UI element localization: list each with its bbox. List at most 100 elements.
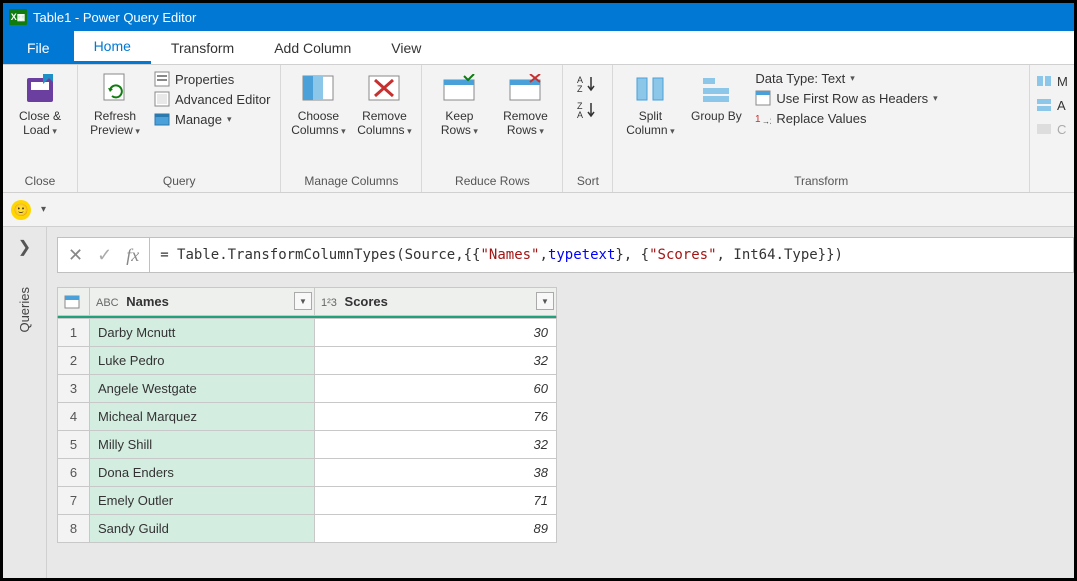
table-row[interactable]: 4Micheal Marquez76 [58,403,557,431]
queries-pane: ❯ Queries [3,227,47,578]
cell-score[interactable]: 32 [315,431,557,459]
data-table: ABC Names ▼ 1²3 Scores ▼ 1Darby Mcnutt30… [57,287,557,543]
cell-name[interactable]: Darby Mcnutt [90,319,315,347]
tab-home[interactable]: Home [74,31,151,64]
rownum-header[interactable] [58,288,90,316]
tab-transform[interactable]: Transform [151,31,254,64]
queries-label: Queries [17,287,32,333]
col1-filter-button[interactable]: ▼ [294,292,312,310]
group-label-transform: Transform [619,172,1023,190]
remove-rows-label: Remove Rows [496,109,554,137]
choose-columns-icon [300,71,336,107]
cell-name[interactable]: Dona Enders [90,459,315,487]
group-label-sort: Sort [569,172,606,190]
refresh-preview-button[interactable]: Refresh Preview [84,69,146,139]
cell-score[interactable]: 71 [315,487,557,515]
cell-name[interactable]: Milly Shill [90,431,315,459]
cell-score[interactable]: 89 [315,515,557,543]
svg-text:A: A [577,110,583,119]
cell-score[interactable]: 38 [315,459,557,487]
sort-desc-button[interactable]: ZA [577,101,599,119]
group-by-button[interactable]: Group By [685,69,747,125]
col2-filter-button[interactable]: ▼ [536,292,554,310]
formula-input[interactable]: = Table.TransformColumnTypes(Source,{{"N… [150,237,1074,273]
tab-add-column[interactable]: Add Column [254,31,371,64]
col2-name: Scores [345,294,388,309]
ribbon-group-manage-columns: Choose Columns Remove Columns Manage Col… [281,65,422,192]
split-column-button[interactable]: Split Column [619,69,681,139]
formula-bar-buttons: ✕ ✓ fx [57,237,150,273]
expand-queries-button[interactable]: ❯ [18,237,31,257]
row-number: 1 [58,319,90,347]
row-number: 4 [58,403,90,431]
table-row[interactable]: 7Emely Outler71 [58,487,557,515]
group-by-label: Group By [691,109,742,123]
window-title: Table1 - Power Query Editor [33,10,196,25]
table-row[interactable]: 5Milly Shill32 [58,431,557,459]
replace-values-label: Replace Values [776,111,866,126]
ribbon-tabs: File Home Transform Add Column View [3,31,1074,65]
col1-type-icon: ABC [96,297,119,309]
remove-columns-icon [366,71,402,107]
cell-name[interactable]: Angele Westgate [90,375,315,403]
formula-cancel-button[interactable]: ✕ [68,245,83,266]
row-number: 2 [58,347,90,375]
row-number: 7 [58,487,90,515]
cell-score[interactable]: 60 [315,375,557,403]
formula-accept-button[interactable]: ✓ [97,245,112,266]
first-row-headers-button[interactable]: Use First Row as Headers [755,90,937,106]
split-column-icon [632,71,668,107]
cell-score[interactable]: 32 [315,347,557,375]
formula-bar: ✕ ✓ fx = Table.TransformColumnTypes(Sour… [57,237,1074,273]
cell-name[interactable]: Luke Pedro [90,347,315,375]
table-row[interactable]: 3Angele Westgate60 [58,375,557,403]
cell-name[interactable]: Emely Outler [90,487,315,515]
cell-score[interactable]: 76 [315,403,557,431]
keep-rows-button[interactable]: Keep Rows [428,69,490,139]
ribbon-right-a[interactable]: A [1036,97,1066,113]
quick-access-bar: 🙂 ▾ [3,193,1074,227]
col1-name: Names [126,294,169,309]
keep-rows-label: Keep Rows [430,109,488,137]
data-type-button[interactable]: Data Type: Text [755,71,937,86]
properties-button[interactable]: Properties [154,71,270,87]
remove-columns-button[interactable]: Remove Columns [353,69,415,139]
column-header-names[interactable]: ABC Names ▼ [90,288,315,316]
cell-score[interactable]: 30 [315,319,557,347]
refresh-icon [97,71,133,107]
table-row[interactable]: 8Sandy Guild89 [58,515,557,543]
table-row[interactable]: 2Luke Pedro32 [58,347,557,375]
table-row[interactable]: 1Darby Mcnutt30 [58,319,557,347]
cell-name[interactable]: Sandy Guild [90,515,315,543]
headers-icon [755,90,771,106]
tab-view[interactable]: View [371,31,441,64]
column-header-scores[interactable]: 1²3 Scores ▼ [315,288,557,316]
smile-icon[interactable]: 🙂 [11,200,31,220]
quick-dropdown[interactable]: ▾ [41,204,46,215]
remove-rows-button[interactable]: Remove Rows [494,69,556,139]
replace-values-button[interactable]: 1→2 Replace Values [755,110,937,126]
col2-type-icon: 1²3 [321,297,337,309]
properties-label: Properties [175,72,234,87]
choose-columns-button[interactable]: Choose Columns [287,69,349,139]
formula-text-1: = Table.TransformColumnTypes(Source,{{ [160,247,480,263]
ribbon-group-query: Refresh Preview Properties Advanced Edit… [78,65,281,192]
ribbon-right-c[interactable]: C [1036,121,1066,137]
sort-asc-button[interactable]: AZ [577,75,599,93]
ribbon-right-m[interactable]: M [1036,73,1068,89]
close-and-load-button[interactable]: Close & Load [9,69,71,139]
combine-icon [1036,121,1052,137]
fx-icon[interactable]: fx [126,245,139,266]
formula-kw-2: text [582,247,616,263]
tab-file[interactable]: File [3,31,74,64]
first-row-headers-label: Use First Row as Headers [776,91,928,106]
manage-button[interactable]: Manage [154,111,270,127]
table-row[interactable]: 6Dona Enders38 [58,459,557,487]
app-window: X▦ Table1 - Power Query Editor File Home… [3,3,1074,578]
table-icon [64,295,80,309]
group-label-reduce-rows: Reduce Rows [428,172,556,190]
group-label-query: Query [84,172,274,190]
cell-name[interactable]: Micheal Marquez [90,403,315,431]
advanced-editor-button[interactable]: Advanced Editor [154,91,270,107]
group-by-icon [698,71,734,107]
